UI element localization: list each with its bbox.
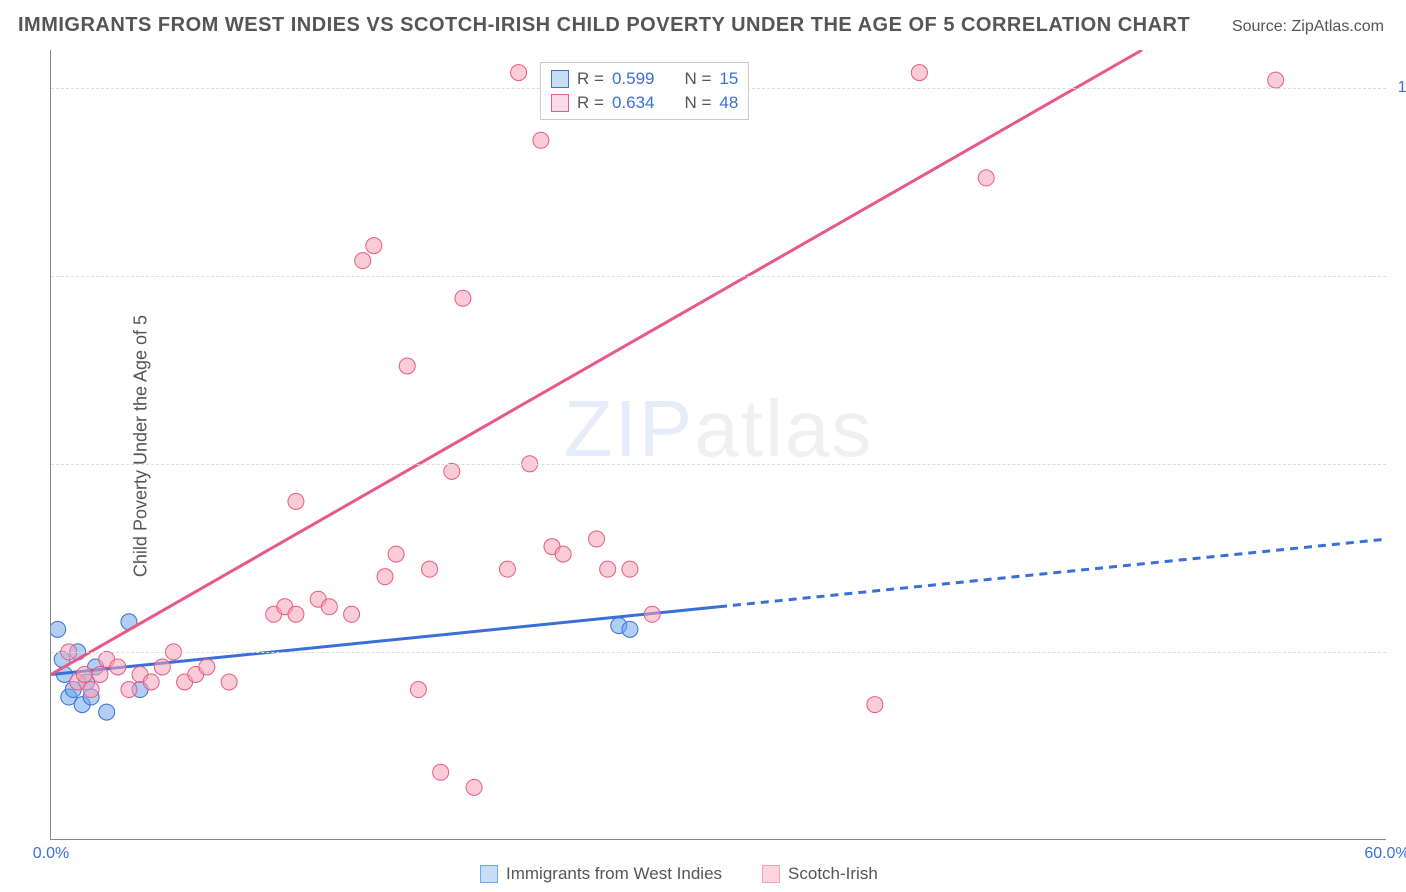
n-label: N =: [684, 69, 711, 89]
data-point: [288, 493, 304, 509]
data-point: [92, 666, 108, 682]
data-point: [221, 674, 237, 690]
data-point: [433, 764, 449, 780]
data-point: [422, 561, 438, 577]
data-point: [410, 682, 426, 698]
data-point: [321, 599, 337, 615]
legend-row-series-1: R = 0.634 N = 48: [551, 91, 738, 115]
source-value: ZipAtlas.com: [1292, 18, 1384, 35]
data-point: [83, 682, 99, 698]
plot-area: ZIPatlas 25.0%50.0%75.0%100.0%0.0%60.0%: [50, 50, 1386, 840]
plot-svg: [51, 50, 1387, 840]
n-value-0: 15: [719, 69, 738, 89]
data-point: [121, 682, 137, 698]
data-point: [455, 290, 471, 306]
x-tick-label: 0.0%: [33, 845, 69, 863]
source-attribution: Source: ZipAtlas.com: [1232, 18, 1384, 36]
legend-item-1: Scotch-Irish: [762, 864, 878, 884]
data-point: [154, 659, 170, 675]
data-point: [99, 704, 115, 720]
r-label: R =: [577, 93, 604, 113]
legend-item-0: Immigrants from West Indies: [480, 864, 722, 884]
correlation-legend: R = 0.599 N = 15 R = 0.634 N = 48: [540, 62, 749, 120]
data-point: [1268, 72, 1284, 88]
legend-label-1: Scotch-Irish: [788, 864, 878, 884]
trend-line: [51, 50, 1142, 674]
swatch-series-0: [551, 70, 569, 88]
n-value-1: 48: [719, 93, 738, 113]
data-point: [199, 659, 215, 675]
data-point: [644, 606, 660, 622]
data-point: [143, 674, 159, 690]
data-point: [511, 65, 527, 81]
data-point: [622, 561, 638, 577]
data-point: [288, 606, 304, 622]
data-point: [377, 569, 393, 585]
data-point: [399, 358, 415, 374]
data-point: [355, 253, 371, 269]
data-point: [978, 170, 994, 186]
data-point: [911, 65, 927, 81]
y-tick-label: 100.0%: [1398, 79, 1406, 97]
gridline: [51, 464, 1386, 465]
legend-label-0: Immigrants from West Indies: [506, 864, 722, 884]
r-label: R =: [577, 69, 604, 89]
data-point: [589, 531, 605, 547]
data-point: [366, 238, 382, 254]
n-label: N =: [684, 93, 711, 113]
source-label: Source:: [1232, 18, 1292, 35]
data-point: [533, 132, 549, 148]
data-point: [555, 546, 571, 562]
x-tick-label: 60.0%: [1364, 845, 1406, 863]
chart-title: IMMIGRANTS FROM WEST INDIES VS SCOTCH-IR…: [18, 14, 1190, 37]
data-point: [622, 621, 638, 637]
r-value-0: 0.599: [612, 69, 655, 89]
chart-container: IMMIGRANTS FROM WEST INDIES VS SCOTCH-IR…: [0, 0, 1406, 892]
data-point: [51, 621, 66, 637]
trend-line-extrapolated: [719, 539, 1387, 607]
gridline: [51, 652, 1386, 653]
legend-row-series-0: R = 0.599 N = 15: [551, 67, 738, 91]
data-point: [76, 666, 92, 682]
data-point: [110, 659, 126, 675]
swatch-series-1: [551, 94, 569, 112]
data-point: [499, 561, 515, 577]
r-value-1: 0.634: [612, 93, 655, 113]
data-point: [388, 546, 404, 562]
data-point: [344, 606, 360, 622]
legend-swatch-1: [762, 865, 780, 883]
series-legend: Immigrants from West Indies Scotch-Irish: [480, 864, 878, 884]
legend-swatch-0: [480, 865, 498, 883]
data-point: [600, 561, 616, 577]
data-point: [867, 697, 883, 713]
gridline: [51, 276, 1386, 277]
data-point: [466, 779, 482, 795]
data-point: [444, 463, 460, 479]
